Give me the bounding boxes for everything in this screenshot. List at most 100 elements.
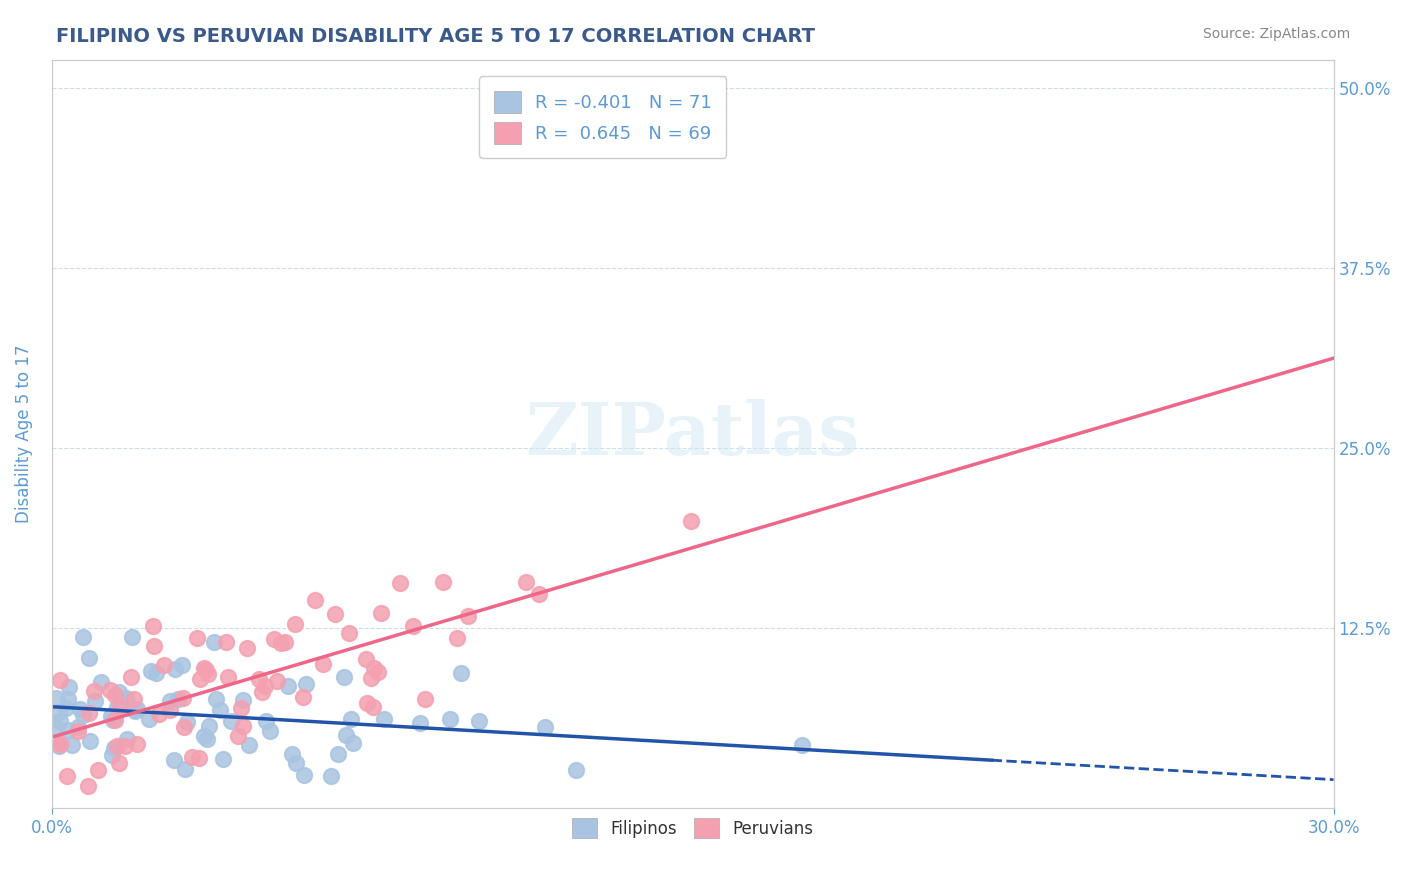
Point <box>138 712 160 726</box>
Point <box>679 514 702 528</box>
Point <box>208 703 231 717</box>
Point <box>254 714 277 728</box>
Point <box>253 679 276 693</box>
Point <box>103 741 125 756</box>
Point <box>166 692 188 706</box>
Point <box>292 690 315 705</box>
Point <box>235 641 257 656</box>
Point <box>212 752 235 766</box>
Point <box>232 693 254 707</box>
Point <box>72 708 94 723</box>
Point <box>125 737 148 751</box>
Point <box>98 683 121 698</box>
Point <box>62 738 84 752</box>
Point <box>231 701 253 715</box>
Point <box>333 670 356 684</box>
Point <box>142 640 165 654</box>
Point <box>197 719 219 733</box>
Text: ZIPatlas: ZIPatlas <box>526 399 859 469</box>
Point <box>467 714 489 728</box>
Point <box>90 675 112 690</box>
Point <box>413 692 436 706</box>
Point <box>186 631 208 645</box>
Point <box>361 699 384 714</box>
Point <box>125 702 148 716</box>
Point <box>142 619 165 633</box>
Point <box>58 680 80 694</box>
Point <box>101 713 124 727</box>
Point <box>247 672 270 686</box>
Point <box>114 690 136 705</box>
Point <box>159 703 181 717</box>
Point <box>56 691 79 706</box>
Point <box>197 667 219 681</box>
Point <box>277 679 299 693</box>
Point <box>274 635 297 649</box>
Point <box>100 748 122 763</box>
Point <box>373 712 395 726</box>
Point <box>284 617 307 632</box>
Point <box>432 575 454 590</box>
Point <box>292 768 315 782</box>
Point <box>195 732 218 747</box>
Point <box>323 607 346 621</box>
Point <box>367 665 389 679</box>
Point <box>354 652 377 666</box>
Point <box>205 692 228 706</box>
Point <box>515 575 537 590</box>
Point <box>108 684 131 698</box>
Point <box>141 664 163 678</box>
Point <box>55 700 77 714</box>
Point <box>446 632 468 646</box>
Point <box>285 756 308 771</box>
Y-axis label: Disability Age 5 to 17: Disability Age 5 to 17 <box>15 345 32 524</box>
Point <box>259 723 281 738</box>
Point <box>153 658 176 673</box>
Point <box>321 769 343 783</box>
Point <box>55 769 77 783</box>
Point <box>294 677 316 691</box>
Point <box>114 739 136 754</box>
Point <box>304 593 326 607</box>
Point <box>56 723 79 738</box>
Point <box>117 732 139 747</box>
Point <box>337 625 360 640</box>
Point <box>252 684 274 698</box>
Point <box>77 779 100 793</box>
Point <box>388 576 411 591</box>
Point <box>79 734 101 748</box>
Point <box>45 690 67 705</box>
Point <box>221 714 243 729</box>
Point <box>217 669 239 683</box>
Point <box>121 630 143 644</box>
Point <box>110 696 132 710</box>
Point <box>172 690 194 705</box>
Point <box>103 688 125 702</box>
Point <box>527 587 550 601</box>
Point <box>360 671 382 685</box>
Point <box>49 714 72 728</box>
Point <box>87 764 110 778</box>
Point <box>79 650 101 665</box>
Point <box>107 700 129 714</box>
Point <box>194 663 217 677</box>
Point <box>266 673 288 688</box>
Point <box>263 632 285 647</box>
Point <box>439 712 461 726</box>
Point <box>339 713 361 727</box>
Point <box>176 714 198 729</box>
Point <box>363 661 385 675</box>
Point <box>79 706 101 720</box>
Point <box>122 692 145 706</box>
Point <box>124 704 146 718</box>
Point <box>402 619 425 633</box>
Point <box>174 763 197 777</box>
Point <box>72 630 94 644</box>
Point <box>45 721 67 735</box>
Text: FILIPINO VS PERUVIAN DISABILITY AGE 5 TO 17 CORRELATION CHART: FILIPINO VS PERUVIAN DISABILITY AGE 5 TO… <box>56 27 815 45</box>
Point <box>193 661 215 675</box>
Point <box>370 607 392 621</box>
Point <box>226 729 249 743</box>
Point <box>311 657 333 672</box>
Point <box>100 709 122 723</box>
